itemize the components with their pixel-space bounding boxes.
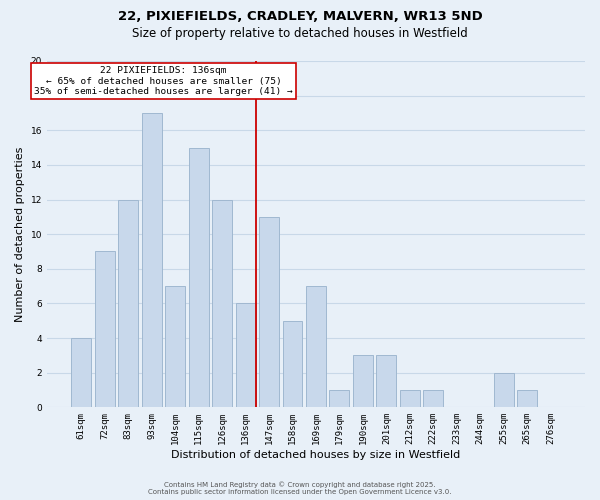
Bar: [165, 286, 185, 408]
Bar: [142, 113, 162, 408]
Bar: [236, 304, 256, 408]
Bar: [306, 286, 326, 408]
Bar: [259, 217, 279, 408]
Text: Contains HM Land Registry data © Crown copyright and database right 2025.
Contai: Contains HM Land Registry data © Crown c…: [148, 482, 452, 495]
Bar: [400, 390, 420, 407]
Bar: [353, 356, 373, 408]
Bar: [517, 390, 537, 407]
Bar: [376, 356, 397, 408]
Text: Size of property relative to detached houses in Westfield: Size of property relative to detached ho…: [132, 28, 468, 40]
X-axis label: Distribution of detached houses by size in Westfield: Distribution of detached houses by size …: [172, 450, 461, 460]
Bar: [212, 200, 232, 408]
Bar: [423, 390, 443, 407]
Bar: [329, 390, 349, 407]
Bar: [283, 321, 302, 408]
Bar: [71, 338, 91, 407]
Y-axis label: Number of detached properties: Number of detached properties: [15, 146, 25, 322]
Bar: [188, 148, 209, 408]
Text: 22, PIXIEFIELDS, CRADLEY, MALVERN, WR13 5ND: 22, PIXIEFIELDS, CRADLEY, MALVERN, WR13 …: [118, 10, 482, 23]
Bar: [95, 252, 115, 408]
Bar: [118, 200, 138, 408]
Text: 22 PIXIEFIELDS: 136sqm
← 65% of detached houses are smaller (75)
35% of semi-det: 22 PIXIEFIELDS: 136sqm ← 65% of detached…: [34, 66, 293, 96]
Bar: [494, 372, 514, 408]
